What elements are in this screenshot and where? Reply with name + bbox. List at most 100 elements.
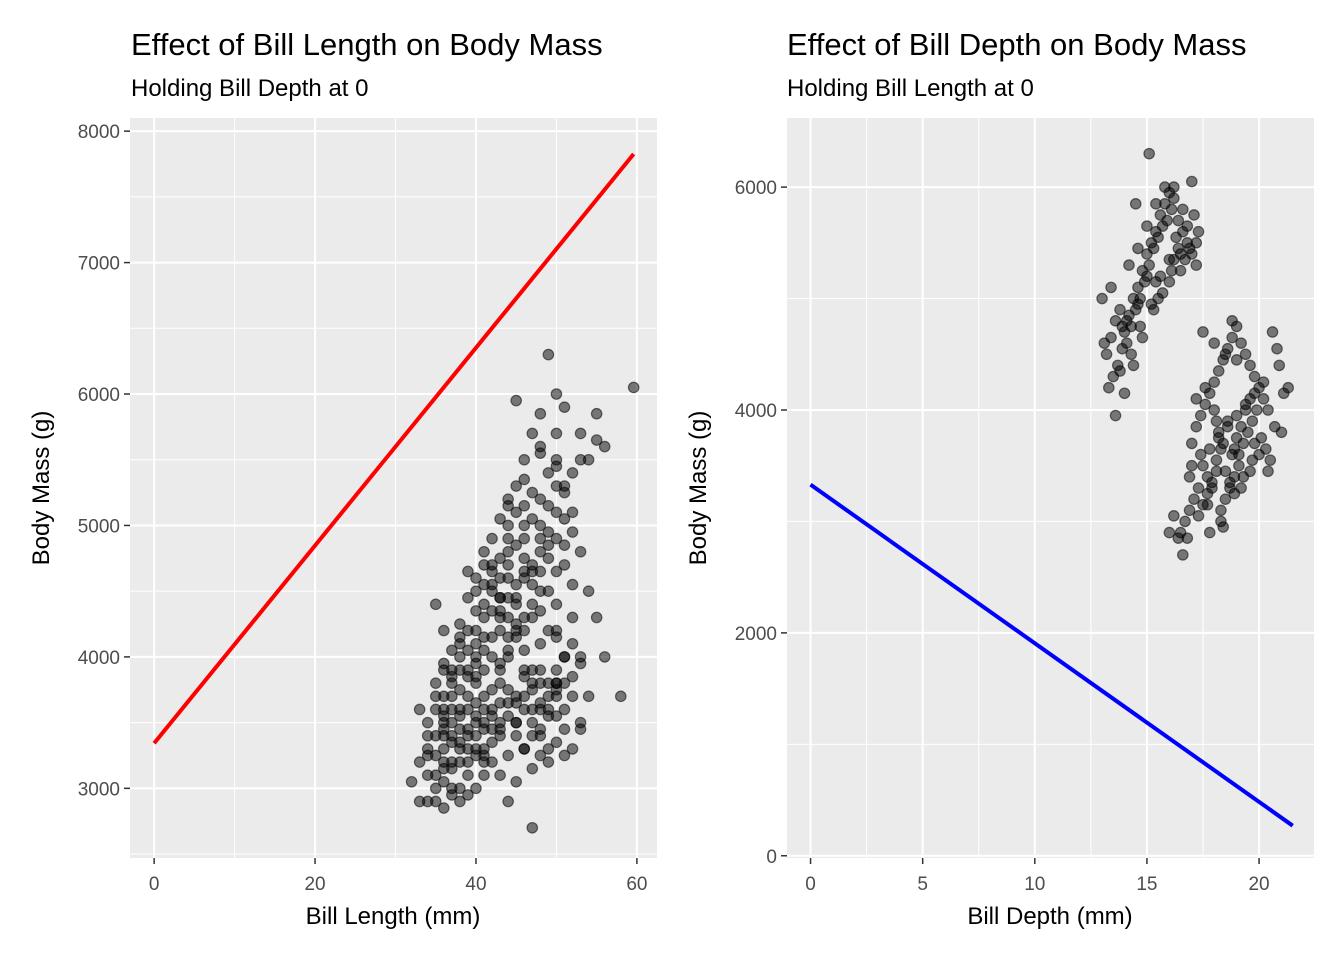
data-point (1197, 459, 1209, 472)
data-point (1120, 315, 1133, 327)
data-point (1194, 409, 1207, 422)
data-point (542, 467, 555, 479)
data-point (1147, 303, 1160, 316)
left-data-points (405, 348, 640, 834)
data-point (534, 532, 547, 545)
data-point (510, 394, 522, 407)
data-point (502, 572, 514, 584)
data-point (566, 611, 579, 624)
data-point (454, 756, 466, 768)
data-point (1172, 214, 1185, 227)
data-point (502, 499, 514, 512)
data-point (421, 716, 434, 729)
left-trend-line (152, 152, 636, 745)
data-point (405, 775, 418, 788)
data-point (502, 611, 514, 624)
data-point (1170, 231, 1182, 244)
data-point (1114, 365, 1126, 377)
data-point (446, 789, 458, 801)
data-point (1226, 331, 1238, 344)
data-point (526, 427, 539, 440)
data-point (1185, 437, 1198, 450)
x-tick-label: 10 (1024, 874, 1045, 895)
y-tick-label: 7000 (78, 254, 120, 275)
data-point (566, 690, 579, 703)
data-point (1109, 409, 1122, 422)
data-point (470, 585, 482, 597)
data-point (510, 480, 522, 492)
left-chart-title: Effect of Bill Length on Body Mass (131, 27, 603, 62)
data-point (542, 539, 555, 551)
data-point (1150, 276, 1162, 288)
data-point (566, 526, 579, 538)
data-point (470, 605, 482, 617)
data-point (454, 651, 466, 663)
data-point (526, 821, 539, 834)
data-point (574, 723, 587, 735)
data-point (550, 631, 563, 643)
data-point (526, 513, 539, 525)
right-chart-title: Effect of Bill Depth on Body Mass (787, 27, 1247, 62)
data-point (558, 539, 571, 551)
data-point (614, 690, 627, 703)
data-point (558, 559, 571, 571)
data-point (1282, 381, 1295, 394)
data-point (421, 795, 434, 808)
data-point (550, 736, 563, 749)
data-point (1248, 370, 1261, 383)
data-point (510, 697, 522, 709)
data-point (1183, 471, 1196, 483)
data-point (558, 651, 571, 663)
data-point (1190, 259, 1203, 271)
data-point (534, 440, 547, 453)
data-point (550, 506, 563, 519)
data-point (494, 729, 506, 742)
data-point (550, 532, 563, 545)
data-point (518, 611, 531, 624)
data-point (1105, 281, 1117, 294)
data-point (534, 519, 547, 532)
data-point (534, 585, 547, 597)
data-point (478, 703, 490, 716)
data-point (534, 605, 547, 617)
y-tick-label: 6000 (735, 178, 777, 199)
data-point (558, 513, 571, 525)
data-point (550, 460, 563, 473)
data-point (502, 591, 514, 604)
data-point (1212, 365, 1225, 377)
data-point (1235, 337, 1247, 349)
data-point (478, 598, 490, 611)
data-point (566, 578, 579, 591)
data-point (542, 624, 555, 637)
data-point (454, 618, 466, 630)
data-point (526, 598, 539, 611)
x-tick-label: 20 (304, 874, 325, 895)
data-point (1156, 287, 1169, 299)
data-point (470, 572, 482, 584)
data-point (478, 664, 490, 676)
data-point (429, 782, 442, 795)
y-tick-label: 3000 (78, 779, 120, 800)
data-point (486, 710, 498, 722)
data-point (1132, 242, 1144, 255)
data-point (1098, 337, 1111, 349)
data-point (598, 440, 611, 453)
data-point (462, 690, 474, 703)
data-point (1201, 498, 1214, 511)
right-x-axis-title: Bill Depth (mm) (967, 903, 1132, 930)
data-point (1237, 437, 1250, 450)
data-point (1203, 443, 1216, 455)
left-gridlines (130, 118, 657, 858)
data-point (566, 670, 579, 683)
data-point (1134, 320, 1147, 333)
data-point (478, 545, 490, 558)
right-chart: Effect of Bill Depth on Body Mass Holdin… (685, 27, 1314, 930)
data-point (1266, 326, 1279, 338)
data-point (574, 453, 587, 466)
data-point (1219, 493, 1232, 505)
data-point (462, 591, 474, 604)
data-point (627, 381, 640, 394)
right-chart-subtitle: Holding Bill Length at 0 (787, 75, 1034, 102)
data-point (1244, 359, 1256, 372)
data-point (1244, 465, 1256, 478)
